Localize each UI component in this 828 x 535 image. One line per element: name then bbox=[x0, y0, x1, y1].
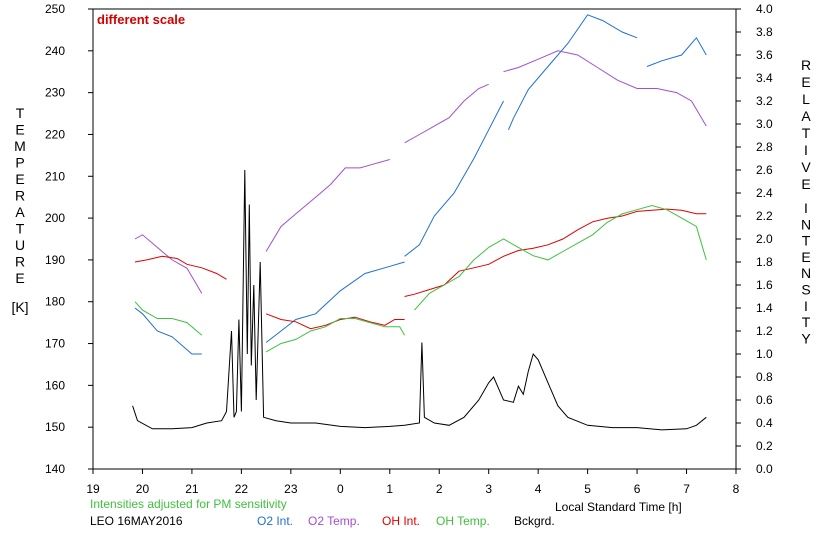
x-tick-label: 7 bbox=[683, 482, 690, 496]
series-line-oh-temp bbox=[134, 204, 707, 353]
series-line-o2-temp bbox=[134, 50, 707, 294]
y-right-tick-label: 0.2 bbox=[756, 439, 773, 453]
y-left-tick-label: 180 bbox=[45, 295, 65, 309]
x-tick-label: 23 bbox=[284, 482, 298, 496]
scale-annotation: different scale bbox=[97, 12, 185, 27]
y-left-tick-label: 140 bbox=[45, 462, 65, 476]
x-tick-label: 0 bbox=[337, 482, 344, 496]
series-lines bbox=[132, 14, 707, 431]
y-right-title-letter: T bbox=[802, 125, 811, 141]
y-right-tick-label: 0.4 bbox=[756, 416, 773, 430]
y-left-tick-label: 200 bbox=[45, 211, 65, 225]
y-left-title-letter: T bbox=[16, 105, 25, 121]
y-left-tick-label: 240 bbox=[45, 44, 65, 58]
y-right-title-letter: E bbox=[801, 176, 810, 192]
y-left-title-letter: R bbox=[15, 188, 25, 204]
y-right-tick-label: 2.0 bbox=[756, 232, 773, 246]
y-right-title-letter: I bbox=[804, 298, 808, 314]
y-right-title-letter: V bbox=[801, 159, 811, 175]
y-right-tick-label: 0.0 bbox=[756, 462, 773, 476]
y-right-tick-label: 2.6 bbox=[756, 163, 773, 177]
y-left-title-letter: E bbox=[15, 270, 24, 286]
x-tick-label: 21 bbox=[185, 482, 199, 496]
footer-note: Intensities adjusted for PM sensitivity bbox=[90, 497, 287, 511]
y-left-title-letter: P bbox=[15, 155, 24, 171]
y-right-tick-label: 3.4 bbox=[756, 71, 773, 85]
y-left-title-letter: U bbox=[15, 237, 25, 253]
y-right-tick-label: 4.0 bbox=[756, 2, 773, 16]
y-left-tick-label: 220 bbox=[45, 127, 65, 141]
y-left-tick-label: 160 bbox=[45, 378, 65, 392]
legend-oh-temp: OH Temp. bbox=[436, 514, 490, 528]
y-left-tick-label: 190 bbox=[45, 253, 65, 267]
y-right-title-letter: I bbox=[804, 200, 808, 216]
y-left-title-letter: A bbox=[15, 204, 25, 220]
y-left-tick-label: 150 bbox=[45, 420, 65, 434]
y-left-title-letter: E bbox=[15, 122, 24, 138]
legend-bckgrd: Bckgrd. bbox=[514, 514, 555, 528]
y-right-title-letter: L bbox=[802, 91, 810, 107]
legend: O2 Int. O2 Temp. OH Int. OH Temp. Bckgrd… bbox=[257, 514, 555, 528]
y-left-tick-label: 210 bbox=[45, 169, 65, 183]
y-left-title-letter: T bbox=[16, 221, 25, 237]
y-left-title-letter: E bbox=[15, 171, 24, 187]
y-right-title-letter: R bbox=[801, 57, 811, 73]
x-tick-label: 5 bbox=[584, 482, 591, 496]
y-left-tick-label: 230 bbox=[45, 86, 65, 100]
y-left-title-letter: R bbox=[15, 254, 25, 270]
x-tick-label: 8 bbox=[733, 482, 740, 496]
legend-oh-int: OH Int. bbox=[382, 514, 420, 528]
series-line-o2-int bbox=[134, 14, 707, 355]
y-right-title-letter: I bbox=[804, 142, 808, 158]
y-right-tick-label: 1.0 bbox=[756, 347, 773, 361]
y-right-title-letter: T bbox=[802, 233, 811, 249]
y-left-tick-label: 250 bbox=[45, 2, 65, 16]
y-right-title-letter: Y bbox=[801, 330, 811, 346]
series-line-oh-int bbox=[134, 208, 707, 330]
x-tick-label: 6 bbox=[634, 482, 641, 496]
y-right-title-letter: E bbox=[801, 74, 810, 90]
y-right-tick-label: 1.4 bbox=[756, 301, 773, 315]
footer-station: LEO 16MAY2016 bbox=[90, 514, 183, 528]
legend-o2-temp: O2 Temp. bbox=[308, 514, 360, 528]
y-right-tick-label: 3.8 bbox=[756, 25, 773, 39]
x-tick-label: 3 bbox=[485, 482, 492, 496]
x-tick-label: 1 bbox=[386, 482, 393, 496]
y-right-title-letter: N bbox=[801, 265, 811, 281]
y-right-title-letter: A bbox=[801, 108, 811, 124]
y-right-tick-label: 3.2 bbox=[756, 94, 773, 108]
series-line-bckgrd bbox=[132, 169, 707, 431]
y-right-tick-label: 0.6 bbox=[756, 393, 773, 407]
plot-frame bbox=[92, 8, 737, 470]
x-axis-label: Local Standard Time [h] bbox=[555, 500, 682, 514]
y-right-tick-label: 3.0 bbox=[756, 117, 773, 131]
legend-o2-int: O2 Int. bbox=[257, 514, 293, 528]
x-tick-label: 2 bbox=[436, 482, 443, 496]
x-tick-label: 20 bbox=[136, 482, 150, 496]
y-right-title-letter: E bbox=[801, 249, 810, 265]
y-right-tick-label: 2.2 bbox=[756, 209, 773, 223]
y-right-title-letter: N bbox=[801, 216, 811, 232]
y-left-title-letter: M bbox=[14, 138, 26, 154]
y-left-tick-label: 170 bbox=[45, 337, 65, 351]
y-right-title-letter: S bbox=[801, 282, 810, 298]
y-right-title-letter: T bbox=[802, 314, 811, 330]
x-tick-label: 19 bbox=[86, 482, 100, 496]
y-right-tick-label: 3.6 bbox=[756, 48, 773, 62]
y-right-tick-label: 0.8 bbox=[756, 370, 773, 384]
y-right-tick-label: 1.2 bbox=[756, 324, 773, 338]
y-right-tick-label: 2.8 bbox=[756, 140, 773, 154]
x-tick-label: 22 bbox=[235, 482, 249, 496]
axes: 1401501601701801902002102202302402500.00… bbox=[45, 2, 773, 496]
y-right-tick-label: 2.4 bbox=[756, 186, 773, 200]
y-left-unit: [K] bbox=[11, 299, 28, 315]
x-tick-label: 4 bbox=[535, 482, 542, 496]
y-right-tick-label: 1.6 bbox=[756, 278, 773, 292]
y-right-tick-label: 1.8 bbox=[756, 255, 773, 269]
